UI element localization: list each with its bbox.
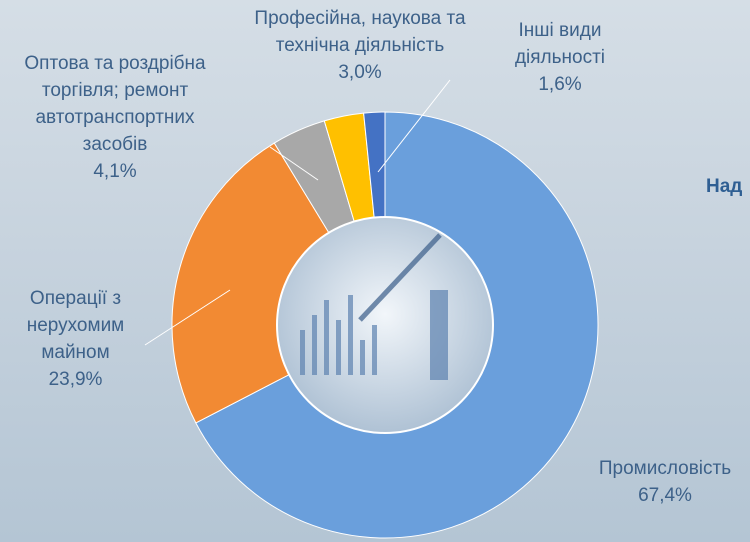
value-label: 1,6% bbox=[490, 71, 630, 98]
value-label: 4,1% bbox=[5, 158, 225, 185]
center-image bbox=[277, 217, 493, 433]
data-label: Професійна, наукова та технічна діяльніс… bbox=[230, 5, 490, 86]
category-label: Інші види діяльності bbox=[490, 17, 630, 71]
value-label: 67,4% bbox=[575, 482, 750, 509]
category-label: Операції з нерухомим майном bbox=[8, 285, 143, 366]
category-label: Оптова та роздрібна торгівля; ремонт авт… bbox=[5, 50, 225, 158]
category-label: Промисловість bbox=[575, 455, 750, 482]
annotation: Над bbox=[706, 176, 742, 198]
chart: Над Промисловість67,4% Операції з нерухом… bbox=[0, 0, 750, 542]
value-label: 3,0% bbox=[230, 59, 490, 86]
value-label: 23,9% bbox=[8, 366, 143, 393]
category-label: Професійна, наукова та технічна діяльніс… bbox=[230, 5, 490, 59]
data-label: Оптова та роздрібна торгівля; ремонт авт… bbox=[5, 50, 225, 185]
